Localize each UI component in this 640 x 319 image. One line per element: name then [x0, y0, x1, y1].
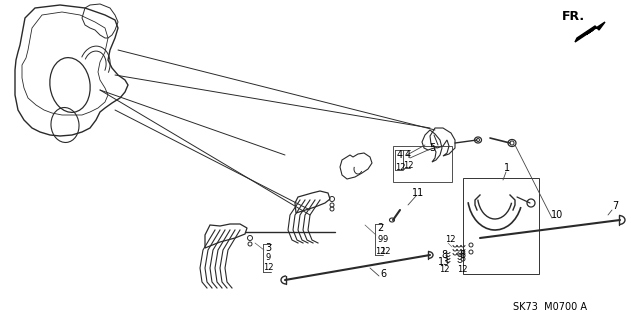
Text: 4: 4	[405, 150, 411, 160]
Text: 8: 8	[459, 250, 465, 260]
Text: 3: 3	[265, 243, 271, 253]
Text: 8: 8	[441, 250, 447, 260]
Text: 11: 11	[412, 188, 424, 198]
Text: 4: 4	[397, 150, 403, 160]
Text: 12: 12	[439, 265, 449, 275]
Text: 12: 12	[263, 263, 273, 272]
Text: 13: 13	[438, 257, 450, 267]
Text: 2: 2	[377, 223, 383, 233]
Text: 9: 9	[378, 235, 383, 244]
Text: 9: 9	[266, 254, 271, 263]
Text: 12: 12	[395, 162, 405, 172]
Text: 1: 1	[504, 163, 510, 173]
Text: 6: 6	[380, 269, 386, 279]
Text: 12: 12	[375, 248, 385, 256]
Text: 12: 12	[380, 248, 390, 256]
Text: 9: 9	[382, 235, 388, 244]
Text: 12: 12	[445, 235, 455, 244]
Text: 10: 10	[551, 210, 563, 220]
Text: FR.: FR.	[562, 11, 585, 24]
Text: SK73  M0700 A: SK73 M0700 A	[513, 302, 587, 312]
Polygon shape	[575, 22, 605, 42]
Text: 12: 12	[457, 265, 467, 275]
Text: 5: 5	[429, 143, 435, 153]
Text: 12: 12	[403, 160, 413, 169]
Text: 7: 7	[612, 201, 618, 211]
